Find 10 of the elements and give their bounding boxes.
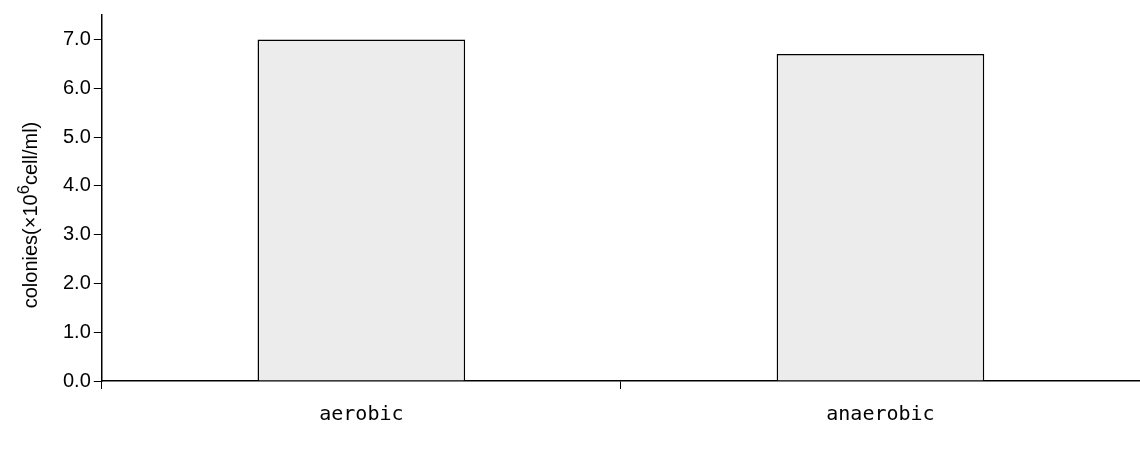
y-tick-label: 0.0	[62, 368, 91, 391]
y-tick-label: 2.0	[62, 270, 91, 293]
y-tick-label: 5.0	[62, 124, 91, 147]
y-tick-label: 6.0	[62, 75, 91, 98]
x-tick-label: anaerobic	[826, 401, 935, 426]
y-tick-label: 7.0	[62, 26, 91, 49]
y-tick-label: 1.0	[62, 319, 91, 342]
y-tick-label: 3.0	[62, 222, 91, 245]
x-tick-label: aerobic	[319, 401, 404, 426]
y-tick-label: 4.0	[62, 173, 91, 196]
